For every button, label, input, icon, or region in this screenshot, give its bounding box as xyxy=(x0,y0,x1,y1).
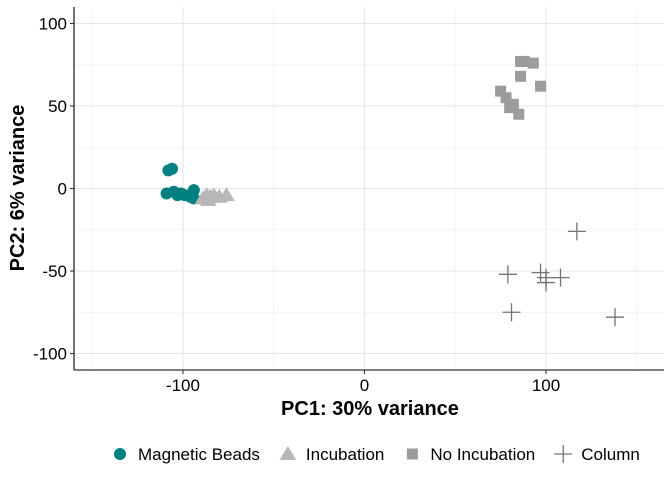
x-tick-label: 0 xyxy=(360,376,369,395)
legend-item-no-incubation: No Incubation xyxy=(406,445,535,464)
legend-label-no-incubation: No Incubation xyxy=(430,445,535,464)
data-point-no-incubation xyxy=(515,70,527,82)
legend-item-incubation: Incubation xyxy=(279,445,384,464)
data-point-magnetic-beads xyxy=(166,162,179,175)
data-point-column xyxy=(502,303,521,322)
data-points xyxy=(160,55,624,327)
data-point-no-incubation xyxy=(527,57,539,69)
grid-lines xyxy=(74,7,664,370)
y-tick-label: 0 xyxy=(58,180,67,199)
y-tick-label: 100 xyxy=(39,15,67,34)
legend-item-magnetic-beads: Magnetic Beads xyxy=(114,445,260,464)
x-axis-title: PC1: 30% variance xyxy=(281,398,459,420)
data-point-no-incubation xyxy=(495,85,507,97)
data-point-no-incubation xyxy=(535,80,547,92)
y-axis-title: PC2: 6% variance xyxy=(7,105,29,272)
data-point-column xyxy=(537,273,555,292)
data-point-no-incubation xyxy=(507,98,519,110)
data-point-no-incubation xyxy=(513,108,525,120)
data-point-magnetic-beads xyxy=(184,190,197,203)
y-tick-label: 50 xyxy=(48,97,67,116)
x-tick-label: 100 xyxy=(532,376,560,395)
legend-label-incubation: Incubation xyxy=(306,445,384,464)
legend-key-no-incubation xyxy=(406,448,418,460)
data-point-column xyxy=(551,268,570,287)
legend-key-magnetic-beads xyxy=(114,448,126,460)
legend-label-magnetic-beads: Magnetic Beads xyxy=(138,445,260,464)
tick-labels: -100 0 100 -100 -50 0 50 100 xyxy=(33,15,560,396)
x-tick-label: -100 xyxy=(166,376,200,395)
data-point-no-incubation xyxy=(518,55,530,67)
data-point-no-incubation xyxy=(500,92,512,104)
data-point-column xyxy=(567,222,586,241)
data-point-incubation xyxy=(218,187,235,202)
legend-label-column: Column xyxy=(581,445,640,464)
legend-item-column: Column xyxy=(554,445,640,464)
legend: Magnetic Beads Incubation No Incubation Col… xyxy=(114,445,640,464)
y-tick-label: -50 xyxy=(42,262,67,281)
legend-key-column xyxy=(554,445,573,463)
y-tick-label: -100 xyxy=(33,345,67,364)
axes xyxy=(70,7,664,374)
data-point-column xyxy=(605,308,624,327)
legend-key-incubation xyxy=(279,446,297,460)
data-point-column xyxy=(498,265,517,284)
